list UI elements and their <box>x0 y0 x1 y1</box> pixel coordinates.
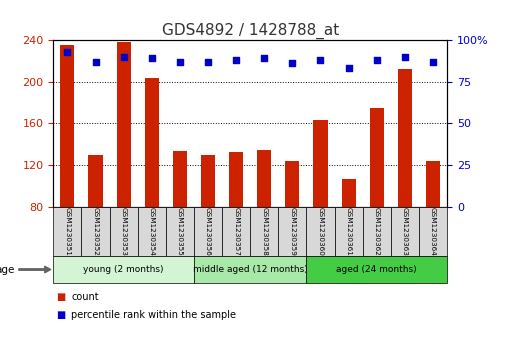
Text: count: count <box>71 292 99 302</box>
Text: GSM1230351: GSM1230351 <box>65 207 71 256</box>
Bar <box>370 108 384 207</box>
Text: age: age <box>0 265 15 274</box>
Point <box>204 59 212 65</box>
Text: GSM1230353: GSM1230353 <box>120 207 126 256</box>
Bar <box>313 120 328 207</box>
Bar <box>229 152 243 207</box>
Text: ■: ■ <box>56 310 65 321</box>
Text: percentile rank within the sample: percentile rank within the sample <box>71 310 236 321</box>
Point <box>64 49 72 54</box>
Point <box>260 56 268 61</box>
Bar <box>173 151 187 207</box>
Point <box>401 54 409 60</box>
Point <box>344 65 353 71</box>
Bar <box>426 161 440 207</box>
Text: GSM1230356: GSM1230356 <box>205 207 211 256</box>
Point <box>119 54 128 60</box>
Text: GSM1230358: GSM1230358 <box>261 207 267 256</box>
Point <box>316 57 325 63</box>
Point <box>232 57 240 63</box>
Point <box>91 59 100 65</box>
Text: GSM1230359: GSM1230359 <box>290 207 295 256</box>
Text: GSM1230364: GSM1230364 <box>430 207 436 256</box>
Text: aged (24 months): aged (24 months) <box>336 265 417 274</box>
Bar <box>257 150 271 207</box>
Bar <box>398 69 412 207</box>
Bar <box>145 77 159 207</box>
Text: GSM1230354: GSM1230354 <box>149 207 155 256</box>
Point <box>289 60 297 66</box>
Text: GSM1230352: GSM1230352 <box>92 207 99 256</box>
Text: GSM1230360: GSM1230360 <box>318 207 324 256</box>
Bar <box>201 155 215 207</box>
Text: GSM1230362: GSM1230362 <box>374 207 380 256</box>
Bar <box>117 42 131 207</box>
Text: ■: ■ <box>56 292 65 302</box>
Text: GSM1230355: GSM1230355 <box>177 207 183 256</box>
Text: GSM1230357: GSM1230357 <box>233 207 239 256</box>
Bar <box>285 161 299 207</box>
Point <box>429 59 437 65</box>
Title: GDS4892 / 1428788_at: GDS4892 / 1428788_at <box>162 23 339 38</box>
Text: middle aged (12 months): middle aged (12 months) <box>193 265 307 274</box>
Point <box>148 56 156 61</box>
Bar <box>60 45 75 207</box>
Text: young (2 months): young (2 months) <box>83 265 164 274</box>
Bar <box>88 155 103 207</box>
Bar <box>341 179 356 207</box>
Text: GSM1230361: GSM1230361 <box>345 207 352 256</box>
Point <box>176 59 184 65</box>
Text: GSM1230363: GSM1230363 <box>402 207 408 256</box>
Point <box>373 57 381 63</box>
